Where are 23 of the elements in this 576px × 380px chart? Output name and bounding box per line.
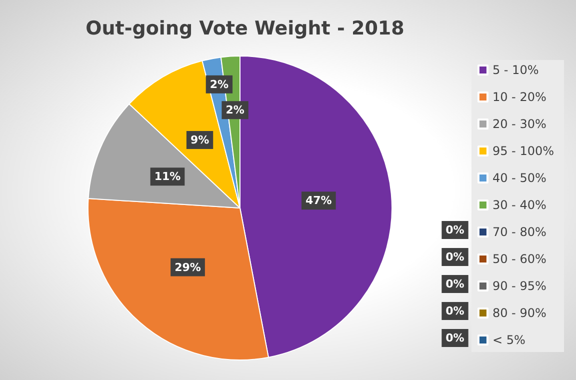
data-label: 9% bbox=[190, 134, 210, 146]
data-label: 2% bbox=[210, 78, 229, 91]
text: 0% bbox=[446, 332, 464, 344]
text: 0% bbox=[446, 278, 464, 290]
data-label: 2% bbox=[226, 104, 244, 117]
legend-label: 50 - 60% bbox=[492, 252, 546, 266]
data-label: 11% bbox=[154, 170, 181, 184]
data-label: 47% bbox=[305, 194, 332, 208]
legend-label: 95 - 100% bbox=[492, 144, 554, 158]
chart-title: Out-going Vote Weight - 2018 bbox=[86, 18, 404, 40]
legend-label: 80 - 90% bbox=[492, 306, 546, 320]
legend-label: 10 - 20% bbox=[492, 90, 546, 104]
legend-label: 90 - 95% bbox=[492, 279, 546, 293]
legend-label: < 5% bbox=[492, 333, 526, 347]
legend-label: 5 - 10% bbox=[492, 63, 539, 77]
legend-label: 20 - 30% bbox=[492, 117, 546, 131]
data-label: 29% bbox=[174, 260, 201, 274]
text: 0% bbox=[446, 250, 464, 264]
legend-label: 30 - 40% bbox=[492, 198, 546, 212]
text: 0% bbox=[446, 304, 464, 318]
legend-label: 40 - 50% bbox=[492, 171, 546, 185]
text: 0% bbox=[446, 224, 464, 236]
legend-label: 70 - 80% bbox=[492, 225, 546, 239]
